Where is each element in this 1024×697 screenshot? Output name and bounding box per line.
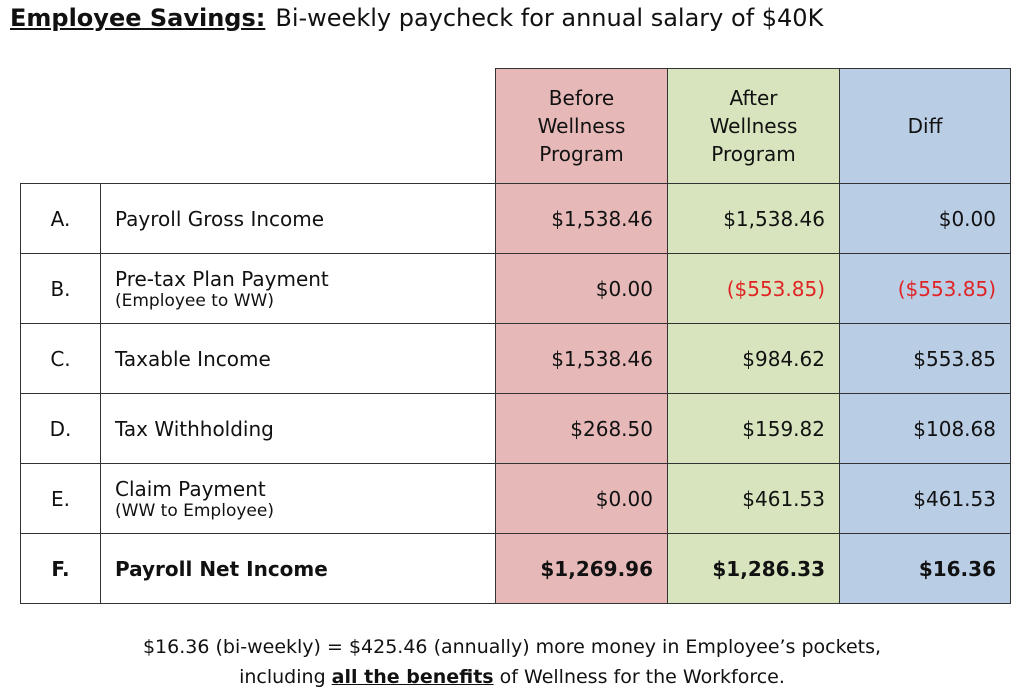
value-cell: ($553.85) (667, 253, 840, 324)
table-body: A. Payroll Gross Income $1,538.46 $1,538.46… (20, 183, 1011, 604)
table-row: A. Payroll Gross Income $1,538.46 $1,538.46… (20, 183, 1011, 254)
value-cell: ($553.85) (839, 253, 1011, 324)
table-row: B. Pre-tax Plan Payment (Employee to WW) $0… (20, 253, 1011, 324)
title-label: Employee Savings: (10, 4, 266, 32)
row-label-cell: Payroll Gross Income (100, 183, 496, 254)
row-label-cell: Taxable Income (100, 323, 496, 394)
value-cell: $1,269.96 (495, 533, 668, 604)
value-cell: $553.85 (839, 323, 1011, 394)
row-letter: C. (20, 323, 101, 394)
title: Employee Savings: Bi-weekly paycheck for … (10, 4, 823, 32)
row-label: Tax Withholding (115, 416, 274, 441)
value-cell: $984.62 (667, 323, 840, 394)
value-cell: $16.36 (839, 533, 1011, 604)
footer-text: of Wellness for the Workforce. (499, 666, 785, 688)
table-row: E. Claim Payment (WW to Employee) $0.00 $461… (20, 463, 1011, 534)
blank (101, 69, 496, 184)
value-cell: $1,538.46 (667, 183, 840, 254)
table-row: C. Taxable Income $1,538.46 $984.62 $553.85 (20, 323, 1011, 394)
row-note: (WW to Employee) (115, 500, 274, 521)
value-cell: $1,538.46 (495, 183, 668, 254)
value-cell: $461.53 (839, 463, 1011, 534)
value-cell: $0.00 (839, 183, 1011, 254)
value-cell: $0.00 (495, 463, 668, 534)
value-cell: $1,286.33 (667, 533, 840, 604)
row-label: Pre-tax Plan Payment (115, 266, 329, 291)
value-cell: $0.00 (495, 253, 668, 324)
row-label: Payroll Net Income (115, 556, 328, 581)
row-label-cell: Tax Withholding (100, 393, 496, 464)
footer-text: including (239, 666, 326, 688)
row-note: (Employee to WW) (115, 290, 274, 311)
column-header: After Wellness Program (667, 68, 840, 184)
column-header: Diff (839, 68, 1011, 184)
row-letter: E. (20, 463, 101, 534)
value-cell: $159.82 (667, 393, 840, 464)
footer-line: including all the benefits of Wellness f… (0, 662, 1024, 692)
column-header: Before Wellness Program (495, 68, 668, 184)
row-label: Claim Payment (115, 476, 266, 501)
value-cell: $1,538.46 (495, 323, 668, 394)
row-label-cell: Payroll Net Income (100, 533, 496, 604)
title-text: Bi-weekly paycheck for annual salary of … (275, 4, 824, 32)
row-label: Taxable Income (115, 346, 271, 371)
row-label-cell: Claim Payment (WW to Employee) (100, 463, 496, 534)
footer: $16.36 (bi-weekly) = $425.46 (annually) … (0, 632, 1024, 692)
footer-line: $16.36 (bi-weekly) = $425.46 (annually) … (142, 636, 882, 658)
footer-emphasis: all the benefits (331, 666, 494, 688)
value-cell: $461.53 (667, 463, 840, 534)
row-letter: F. (20, 533, 101, 604)
savings-table: Before Wellness Program After Wellness Pr… (20, 68, 1011, 604)
blank (21, 69, 101, 184)
table-row: F. Payroll Net Income $1,269.96 $1,286.33 $1… (20, 533, 1011, 604)
row-label-cell: Pre-tax Plan Payment (Employee to WW) (100, 253, 496, 324)
row-letter: A. (20, 183, 101, 254)
header-row: Before Wellness Program After Wellness Pr… (21, 68, 1011, 184)
row-letter: D. (20, 393, 101, 464)
value-cell: $108.68 (839, 393, 1011, 464)
row-letter: B. (20, 253, 101, 324)
table-row: D. Tax Withholding $268.50 $159.82 $108.68 (20, 393, 1011, 464)
row-label: Payroll Gross Income (115, 206, 325, 231)
value-cell: $268.50 (495, 393, 668, 464)
